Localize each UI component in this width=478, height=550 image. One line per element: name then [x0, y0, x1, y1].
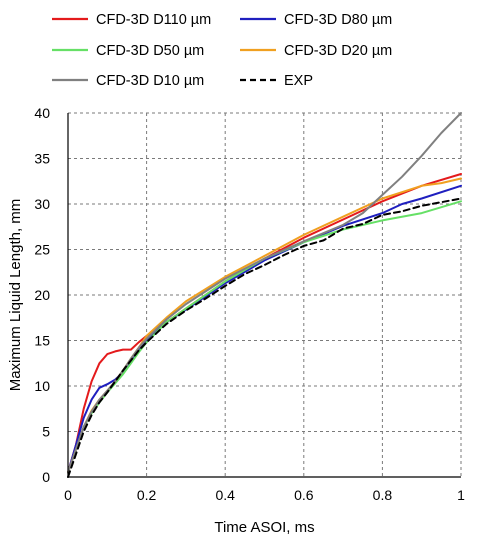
plot-area — [67, 112, 462, 478]
x-tick-label: 0.6 — [294, 487, 314, 503]
legend-item: CFD-3D D20 µm — [240, 43, 392, 59]
legend-item: EXP — [240, 73, 313, 89]
legend-label: CFD-3D D110 µm — [96, 12, 211, 28]
x-tick-label: 1 — [457, 487, 465, 503]
series-lines — [67, 112, 462, 478]
legend-item: CFD-3D D110 µm — [52, 12, 211, 28]
y-tick-labels: 0 5 10 15 20 25 30 35 40 — [34, 105, 50, 485]
x-axis-label: Time ASOI, ms — [214, 519, 314, 536]
y-tick-label: 5 — [42, 424, 50, 440]
series-line-5 — [67, 112, 462, 474]
y-tick-label: 30 — [34, 196, 50, 212]
legend-label: CFD-3D D10 µm — [96, 73, 204, 89]
legend-item: CFD-3D D10 µm — [52, 73, 204, 89]
x-tick-label: 0.2 — [137, 487, 157, 503]
legend-label: CFD-3D D20 µm — [284, 43, 392, 59]
series-line-2 — [67, 184, 462, 474]
plot-frame — [68, 113, 461, 477]
series-line-6 — [67, 197, 462, 478]
y-tick-label: 10 — [34, 378, 50, 394]
y-tick-label: 0 — [42, 469, 50, 485]
legend-item: CFD-3D D80 µm — [240, 12, 392, 28]
y-tick-label: 15 — [34, 333, 50, 349]
x-tick-label: 0 — [64, 487, 72, 503]
axes — [67, 113, 461, 478]
y-tick-label: 25 — [34, 242, 50, 258]
y-tick-label: 20 — [34, 287, 50, 303]
x-tick-label: 0.4 — [215, 487, 235, 503]
x-tick-label: 0.8 — [373, 487, 393, 503]
y-tick-label: 40 — [34, 105, 50, 121]
legend-label: CFD-3D D80 µm — [284, 12, 392, 28]
series-line-1 — [67, 173, 462, 474]
legend-label: CFD-3D D50 µm — [96, 43, 204, 59]
legend-item: CFD-3D D50 µm — [52, 43, 204, 59]
y-tick-label: 35 — [34, 151, 50, 167]
legend-label: EXP — [284, 73, 313, 89]
legend: CFD-3D D110 µm CFD-3D D80 µm CFD-3D D50 µm… — [52, 12, 392, 89]
x-tick-labels: 0 0.2 0.4 0.6 0.8 1 — [64, 487, 465, 503]
y-axis-label: Maximum Liquid Length, mm — [7, 199, 24, 392]
